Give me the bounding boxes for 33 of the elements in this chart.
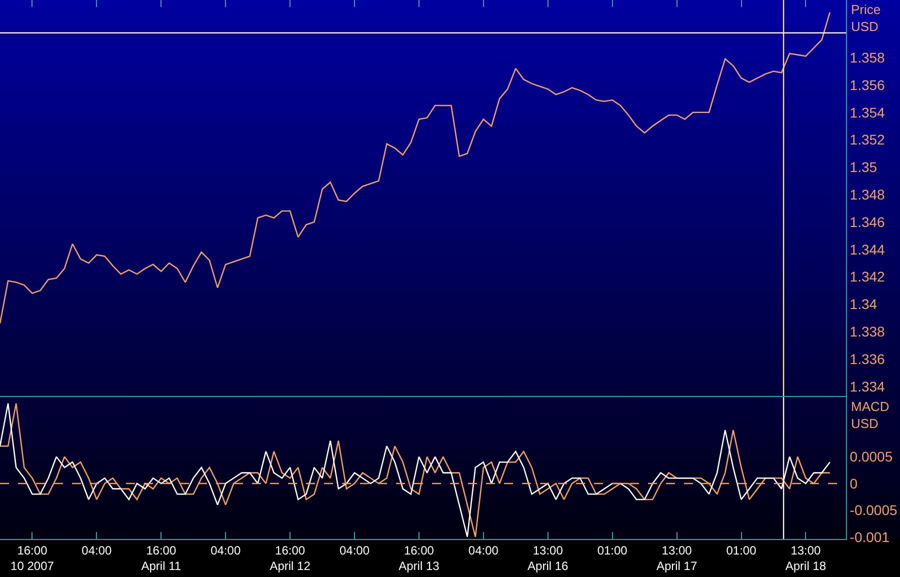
y-tick-label: 1.342 xyxy=(850,268,886,285)
x-tick-label: 16:00 April 13 xyxy=(398,543,440,573)
y-tick-label: -0.0005 xyxy=(850,502,898,518)
x-tick-label: 16:00 April 12 xyxy=(270,543,311,573)
y-tick-label: 1.336 xyxy=(850,350,886,367)
y-axis-title: MACD USD xyxy=(851,399,890,431)
x-tick-label: 04:00 xyxy=(339,543,370,558)
y-tick-label: 1.334 xyxy=(850,378,886,394)
x-tick-label: 04:00 xyxy=(468,543,499,558)
y-tick-label: 1.338 xyxy=(850,324,886,340)
y-tick-label: -0.001 xyxy=(850,528,890,545)
y-tick-label: 0.0005 xyxy=(850,448,893,465)
y-tick-label: 1.354 xyxy=(850,104,886,120)
x-tick-label: 01:00 xyxy=(597,543,628,558)
y-tick-label: 1.35 xyxy=(850,159,878,176)
x-tick-label: 04:00 xyxy=(210,543,241,558)
y-tick-label: 1.356 xyxy=(850,76,886,93)
x-tick-label: 13:00 April 16 xyxy=(528,543,569,573)
y-tick-label: 1.34 xyxy=(850,296,878,312)
y-tick-label: 1.358 xyxy=(850,49,886,66)
x-tick-label: 13:00 April 17 xyxy=(656,543,698,573)
x-tick-label: 16:00 10 2007 xyxy=(10,543,54,573)
y-axis-title: Price USD xyxy=(851,2,881,34)
y-tick-label: 1.344 xyxy=(850,241,886,258)
y-tick-label: 1.352 xyxy=(850,132,886,148)
x-tick-label: 04:00 xyxy=(82,543,112,558)
y-tick-label: 1.348 xyxy=(850,186,886,202)
x-tick-label: 01:00 xyxy=(726,543,757,558)
y-tick-label: 1.346 xyxy=(850,214,886,230)
x-tick-label: 16:00 April 11 xyxy=(141,543,182,573)
line-series xyxy=(0,12,831,324)
y-tick-label: 0 xyxy=(850,475,858,492)
x-tick-label: 13:00 April 18 xyxy=(785,543,826,573)
